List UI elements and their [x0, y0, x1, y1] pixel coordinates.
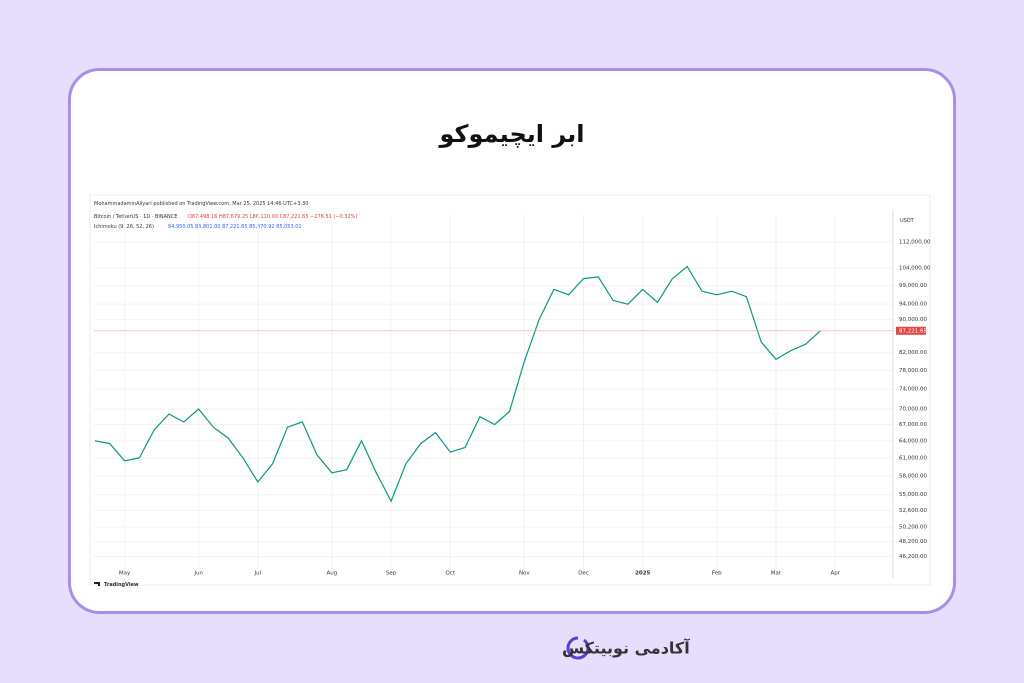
indicator-values: 84,950.05 85,801.00 87,221.65 85,370.92 … [168, 224, 302, 230]
y-tick-label: 78,000.00 [899, 368, 927, 374]
ohlc: O87,498.16 H87,679.25 L86,110.00 C87,221… [188, 214, 357, 220]
y-tick-label: 94,000.00 [899, 302, 927, 308]
y-tick-label: 82,000.00 [899, 350, 927, 356]
x-tick-label: Feb [712, 571, 722, 577]
x-tick-label: Sep [386, 571, 397, 577]
last-price-label: 87,221.65 [899, 328, 927, 334]
chart-frame [89, 194, 931, 586]
y-tick-label: 58,000.00 [899, 473, 927, 479]
x-tick-label: Mar [771, 571, 782, 577]
watermark: TradingView [104, 582, 139, 588]
y-tick-label: 55,000.00 [899, 492, 927, 498]
tv-logo [94, 582, 100, 586]
y-tick-label: 90,000.00 [899, 317, 927, 323]
indicator: Ichimoku (9, 26, 52, 26) [94, 224, 154, 230]
x-tick-label: Jul [254, 571, 262, 577]
y-tick-label: 104,000.00 [899, 266, 931, 272]
x-tick-label: Apr [830, 571, 840, 577]
x-tick-label: Oct [446, 571, 456, 577]
x-tick-label: Aug [326, 571, 337, 577]
y-tick-label: 52,600.00 [899, 508, 927, 514]
y-tick-label: 99,000.00 [899, 283, 927, 289]
footer-brand: آکادمی نوبیتکس [562, 638, 690, 658]
y-tick-label: 67,000.00 [899, 422, 927, 428]
y-tick-label: 48,200.00 [899, 539, 927, 545]
y-tick-label: 50,200.00 [899, 525, 927, 531]
publisher: MohammadaminAliyari published on Trading… [94, 201, 308, 207]
footer-logo [566, 636, 590, 660]
x-tick-label: Nov [519, 571, 530, 577]
x-tick-label: 2025 [635, 571, 650, 577]
y-tick-label: 112,000.00 [899, 239, 931, 245]
y-tick-label: 61,000.00 [899, 455, 927, 461]
currency: USDT [900, 218, 915, 224]
y-tick-label: 74,000.00 [899, 387, 927, 393]
y-tick-label: 70,000.00 [899, 406, 927, 412]
x-tick-label: Jun [193, 571, 203, 577]
y-tick-label: 64,000.00 [899, 438, 927, 444]
last-price-box [896, 326, 926, 335]
logo-arc [566, 636, 590, 660]
price-line [94, 265, 821, 503]
title: ابر ایچیموکو [439, 120, 585, 148]
x-tick-label: Dec [578, 571, 589, 577]
y-tick-label: 46,200.00 [899, 554, 927, 560]
x-tick-label: May [119, 571, 131, 577]
symbol: Bitcoin / TetherUS · 1D · BINANCE [94, 214, 177, 220]
